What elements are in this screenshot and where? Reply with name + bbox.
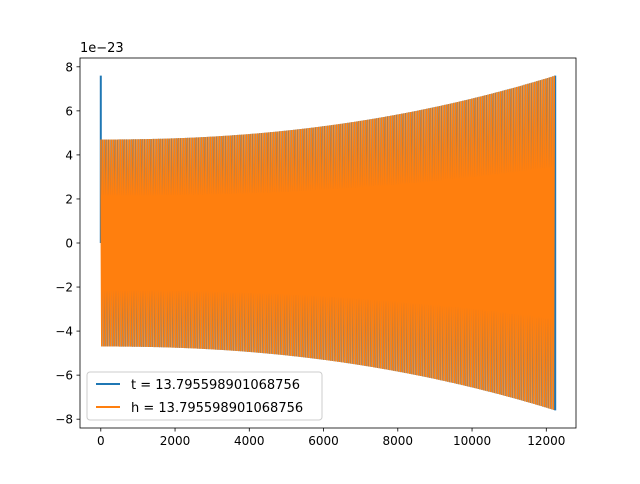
legend-frame: [86, 371, 323, 421]
x-tick-label: 8000: [383, 434, 414, 448]
series-t-line: [100, 75, 556, 410]
y-tick-label: 4: [65, 148, 73, 162]
y-tick-label: −4: [55, 325, 73, 339]
y-tick-label: 6: [65, 104, 73, 118]
legend-label-h: h = 13.795598901068756: [131, 401, 303, 416]
legend: t = 13.795598901068756 h = 13.7955989010…: [86, 371, 323, 421]
x-tick-label: 0: [97, 434, 105, 448]
x-tick-label: 6000: [308, 434, 339, 448]
series-h-line: [100, 75, 556, 410]
axes-layer: 0 2000 4000 6000 8000 10000 12000 −8 −6 −4 −2 0 2 4 6 8: [55, 57, 577, 448]
y-tick-label: 2: [65, 192, 73, 206]
y-tick-label: −8: [55, 413, 73, 427]
y-tick-label: −6: [55, 369, 73, 383]
x-tick-label: 4000: [234, 434, 265, 448]
legend-label-t: t = 13.795598901068756: [131, 378, 300, 393]
y-tick-label: 8: [65, 60, 73, 74]
x-tick-label: 10000: [453, 434, 491, 448]
y-tick-label: −2: [55, 281, 73, 295]
y-tick-label: 0: [65, 237, 73, 251]
series-layer: [99, 75, 557, 411]
x-tick-label: 2000: [160, 434, 191, 448]
x-tick-label: 12000: [527, 434, 565, 448]
y-offset-label: 1e−23: [80, 41, 124, 56]
